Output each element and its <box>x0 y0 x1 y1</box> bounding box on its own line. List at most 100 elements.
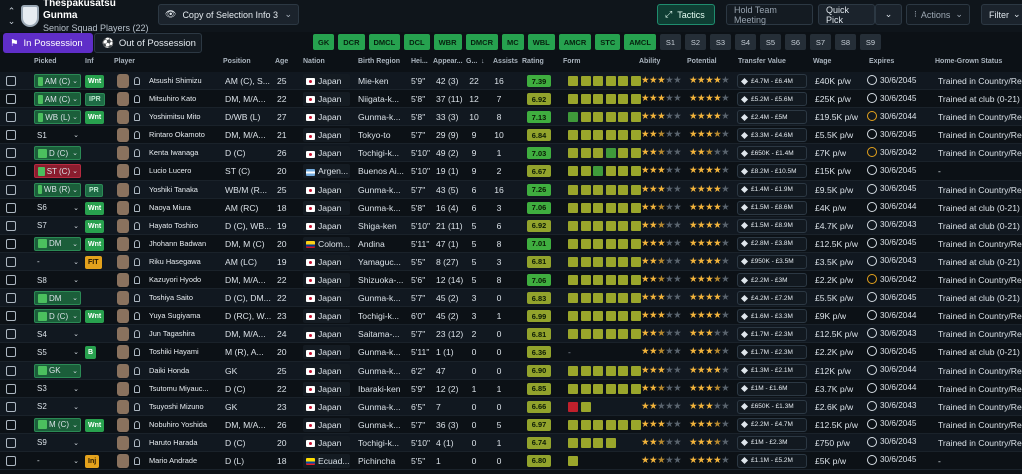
picked-select[interactable]: S4 ⌄ <box>34 327 81 341</box>
tab-in-possession[interactable]: ⚑ In Possession <box>3 33 93 53</box>
player-name[interactable]: Mario Andrade <box>149 455 198 465</box>
table-row[interactable]: S3 ⌄ Tsutomu Miyauc... D (C) 22 Japan Iba… <box>0 380 1022 398</box>
player-nation[interactable]: Japan <box>303 273 350 288</box>
avatar[interactable] <box>117 92 129 107</box>
position-chip[interactable]: S1 <box>659 34 681 50</box>
position-chip[interactable]: STC <box>595 34 621 50</box>
player-name[interactable]: Mitsuhiro Kato <box>149 94 197 104</box>
avatar[interactable] <box>117 417 129 432</box>
avatar[interactable] <box>117 309 129 324</box>
avatar[interactable] <box>117 399 129 414</box>
position-chip[interactable]: MC <box>502 34 524 50</box>
position-chip[interactable]: DMCR <box>465 34 499 50</box>
avatar[interactable] <box>117 74 129 88</box>
picked-select[interactable]: S3 ⌄ <box>34 382 81 396</box>
transfer-value[interactable]: £1.7M - £2.3M <box>737 327 807 342</box>
table-row[interactable]: DM ⌄ Wnt Jhohann Badwan DM, M (C) 20 Colom… <box>0 235 1022 253</box>
avatar[interactable] <box>117 146 129 161</box>
position-chip[interactable]: S6 <box>784 34 806 50</box>
player-name[interactable]: Rintaro Okamoto <box>149 130 205 140</box>
player-nation[interactable]: Japan <box>303 218 350 233</box>
info-badge[interactable]: Wnt <box>85 237 105 251</box>
player-nation[interactable]: Japan <box>303 291 350 306</box>
avatar[interactable] <box>117 200 129 215</box>
player-name[interactable]: Yoshimitsu Mito <box>149 112 201 122</box>
position-chip[interactable]: S4 <box>734 34 756 50</box>
select-checkbox[interactable] <box>6 76 16 86</box>
picked-select[interactable]: S6 ⌄ <box>34 201 81 215</box>
col-value[interactable]: Transfer Value <box>738 58 786 65</box>
position-chip[interactable]: S9 <box>859 34 881 50</box>
player-name[interactable]: Yuya Sugiyama <box>149 311 201 321</box>
player-name[interactable]: Atsushi Shimizu <box>149 76 202 85</box>
tactics-button[interactable]: ⤢ Tactics <box>657 4 715 25</box>
col-nation[interactable]: Nation <box>303 58 325 65</box>
chevron-icons[interactable]: ⌃ ⌄ <box>7 6 16 26</box>
picked-select[interactable]: D (C) ⌄ <box>34 309 81 324</box>
col-apps[interactable]: Appear... <box>433 58 463 65</box>
position-chip[interactable]: S2 <box>684 34 706 50</box>
position-chip[interactable]: AMCL <box>624 34 656 50</box>
transfer-value[interactable]: £1.6M - £3.3M <box>737 309 807 324</box>
avatar[interactable] <box>117 128 129 143</box>
player-nation[interactable]: Japan <box>303 345 350 360</box>
transfer-value[interactable]: £1.7M - £2.3M <box>737 345 807 360</box>
table-row[interactable]: S7 ⌄ Wnt Hayato Toshiro D (C), WB... 19 Ja… <box>0 216 1022 235</box>
actions-button[interactable]: ⁝ Actions ⌄ <box>906 4 970 25</box>
info-badge[interactable]: Wnt <box>85 219 105 233</box>
info-badge[interactable]: Wnt <box>85 310 105 324</box>
table-row[interactable]: M (C) ⌄ Wnt Nobuhiro Yoshida DM, M/A... 26… <box>0 416 1022 434</box>
position-chip[interactable]: DCL <box>404 34 430 50</box>
select-checkbox[interactable] <box>6 401 16 412</box>
avatar[interactable] <box>117 254 129 269</box>
transfer-value[interactable]: £650K - £1.3M <box>737 399 807 414</box>
table-row[interactable]: S2 ⌄ Tsuyoshi Mizuno GK 23 Japan Gunma-k.… <box>0 397 1022 416</box>
player-name[interactable]: Tsutomu Miyauc... <box>149 383 209 393</box>
select-checkbox[interactable] <box>6 329 16 340</box>
info-badge[interactable]: Inj <box>85 454 100 468</box>
player-nation[interactable]: Japan <box>303 92 350 107</box>
position-chip[interactable]: WBR <box>433 34 462 50</box>
select-checkbox[interactable] <box>6 166 16 177</box>
transfer-value[interactable]: £8.2M - £10.5M <box>737 164 807 179</box>
avatar[interactable] <box>117 453 129 468</box>
select-checkbox[interactable] <box>6 220 16 231</box>
player-nation[interactable]: Japan <box>303 399 350 414</box>
table-row[interactable]: S1 ⌄ Rintaro Okamoto DM, M/A... 21 Japan … <box>0 126 1022 145</box>
col-goals[interactable]: G... <box>466 58 478 65</box>
avatar[interactable] <box>117 381 129 396</box>
player-name[interactable]: Naoya Miura <box>149 202 191 212</box>
table-row[interactable]: S6 ⌄ Wnt Naoya Miura AM (RC) 18 Japan Gunm… <box>0 199 1022 217</box>
player-nation[interactable]: Japan <box>303 110 350 125</box>
avatar[interactable] <box>117 291 129 306</box>
player-name[interactable]: Jhohann Badwan <box>149 238 207 248</box>
view-selector[interactable]: 👁 Copy of Selection Info 3 ⌄ <box>158 4 299 25</box>
avatar[interactable] <box>117 164 129 179</box>
picked-select[interactable]: WB (R) ⌄ <box>34 182 81 197</box>
player-name[interactable]: Haruto Harada <box>149 437 198 447</box>
select-checkbox[interactable] <box>6 419 16 430</box>
filter-button[interactable]: Filter ⌄ <box>981 4 1022 25</box>
table-row[interactable]: D (C) ⌄ Kenta Iwanaga D (C) 26 Japan Toch… <box>0 144 1022 163</box>
picked-select[interactable]: S2 ⌄ <box>34 400 81 414</box>
player-nation[interactable]: Japan <box>303 128 350 143</box>
quick-pick-dropdown[interactable]: ⌄ <box>875 4 902 25</box>
select-checkbox[interactable] <box>6 275 16 286</box>
transfer-value[interactable]: £950K - £3.5M <box>737 254 807 269</box>
picked-select[interactable]: - ⌄ <box>34 255 81 269</box>
select-checkbox[interactable] <box>6 256 16 267</box>
player-nation[interactable]: Japan <box>303 435 350 450</box>
info-badge[interactable]: IPR <box>85 93 105 107</box>
avatar[interactable] <box>117 182 129 197</box>
select-checkbox[interactable] <box>6 202 16 213</box>
player-name[interactable]: Daiki Honda <box>149 365 190 375</box>
select-checkbox[interactable] <box>6 238 16 249</box>
transfer-value[interactable]: £650K - £1.4M <box>737 146 807 161</box>
transfer-value[interactable]: £1.5M - £8.9M <box>737 218 807 233</box>
select-checkbox[interactable] <box>6 365 16 376</box>
player-nation[interactable]: Japan <box>303 363 350 378</box>
player-name[interactable]: Yoshiki Tanaka <box>149 184 198 194</box>
col-inf[interactable]: Inf <box>85 58 94 65</box>
player-name[interactable]: Riku Hasegawa <box>149 256 201 266</box>
select-checkbox[interactable] <box>6 311 16 322</box>
